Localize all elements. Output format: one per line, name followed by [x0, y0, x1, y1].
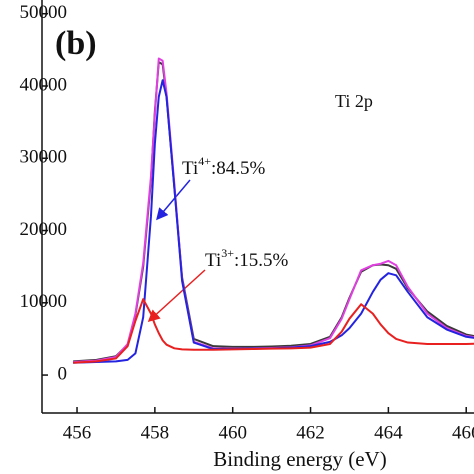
data-line: [73, 61, 474, 363]
x-tick-label: 464: [374, 422, 403, 443]
annotation: Ti4+:84.5%: [182, 154, 266, 180]
annotation: Ti3+:15.5%: [205, 246, 289, 272]
x-tick-label: 462: [296, 422, 325, 443]
y-tick-label: 0: [58, 363, 68, 384]
y-tick-label: 30000: [20, 147, 68, 168]
data-line: [73, 298, 474, 364]
annotation: Ti 2p: [335, 91, 373, 111]
x-tick-label: 456: [63, 422, 92, 443]
arrow: [156, 179, 191, 221]
y-tick-label: 20000: [20, 219, 68, 240]
x-tick-label: 460: [218, 422, 247, 443]
data-line: [73, 57, 474, 364]
x-tick-label: 458: [141, 422, 170, 443]
arrow: [147, 269, 206, 323]
y-tick-label: 10000: [20, 291, 68, 312]
x-axis-label: Binding energy (eV): [213, 447, 386, 471]
x-tick-label: 466: [452, 422, 474, 443]
y-tick-label: 50000: [20, 2, 68, 23]
y-tick-label: 40000: [20, 74, 68, 95]
panel-label: (b): [55, 25, 97, 62]
